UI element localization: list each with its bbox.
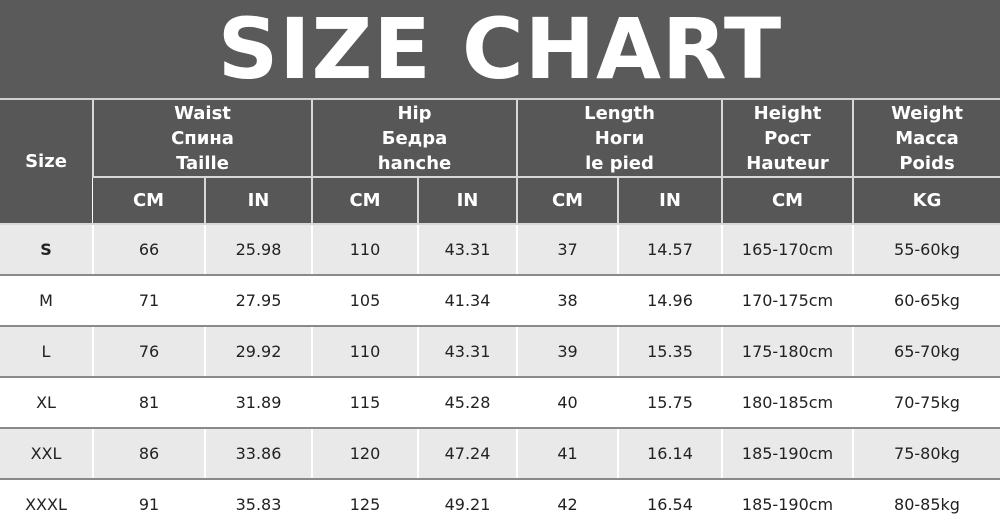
table-row: L 76 29.92 110 43.31 39 15.35 175-180cm 65-70kg — [0, 326, 1000, 378]
value-cell: 43.31 — [417, 326, 517, 378]
value-cell: 42 — [516, 479, 618, 529]
header-group-line: Рост — [764, 127, 811, 149]
value-cell: 165-170cm — [721, 224, 854, 276]
value-cell: 105 — [311, 275, 418, 327]
value-cell: 115 — [311, 377, 418, 429]
value-cell: 86 — [92, 428, 205, 480]
value-cell: 31.89 — [204, 377, 312, 429]
value-cell: 40 — [516, 377, 618, 429]
header-unit: KG — [852, 177, 1000, 225]
value-cell: 55-60kg — [852, 224, 1000, 276]
value-cell: 47.24 — [417, 428, 517, 480]
header-group-line: le pied — [585, 152, 654, 174]
value-cell: 39 — [516, 326, 618, 378]
header-group-line: Hauteur — [746, 152, 829, 174]
value-cell: 81 — [92, 377, 205, 429]
value-cell: 170-175cm — [721, 275, 854, 327]
value-cell: 185-190cm — [721, 428, 854, 480]
header-unit: CM — [516, 177, 618, 225]
value-cell: 35.83 — [204, 479, 312, 529]
header-row-groups: Size Waist Спина Taille Hip Бедра hanche Length… — [0, 100, 1000, 225]
value-cell: 16.54 — [616, 479, 723, 529]
value-cell: 125 — [311, 479, 418, 529]
header-unit: IN — [417, 177, 517, 225]
header-group-line: Бедра — [381, 127, 448, 149]
size-cell: L — [0, 326, 93, 378]
header-group-line: Waist — [174, 102, 231, 124]
header-group-line: Спина — [171, 127, 234, 149]
header-group-line: Ноги — [594, 127, 645, 149]
value-cell: 120 — [311, 428, 418, 480]
value-cell: 180-185cm — [721, 377, 854, 429]
value-cell: 14.57 — [616, 224, 723, 276]
header-group-line: Height — [753, 102, 822, 124]
size-cell: XL — [0, 377, 93, 429]
value-cell: 66 — [92, 224, 205, 276]
value-cell: 25.98 — [204, 224, 312, 276]
value-cell: 27.95 — [204, 275, 312, 327]
table-header: Size Waist Спина Taille Hip Бедра hanche Length… — [0, 100, 1000, 225]
value-cell: 91 — [92, 479, 205, 529]
header-row-units: CM IN CM IN CM IN CM KG — [0, 177, 1000, 225]
value-cell: 41.34 — [417, 275, 517, 327]
value-cell: 41 — [516, 428, 618, 480]
header-size: Size — [0, 100, 93, 225]
value-cell: 65-70kg — [852, 326, 1000, 378]
size-cell: S — [0, 224, 93, 276]
value-cell: 49.21 — [417, 479, 517, 529]
value-cell: 60-65kg — [852, 275, 1000, 327]
table-row: XXL 86 33.86 120 47.24 41 16.14 185-190cm 75-80k… — [0, 428, 1000, 480]
table-row: XXXL 91 35.83 125 49.21 42 16.54 185-190cm 80-85… — [0, 479, 1000, 529]
value-cell: 70-75kg — [852, 377, 1000, 429]
value-cell: 37 — [516, 224, 618, 276]
header-unit: CM — [311, 177, 418, 225]
size-table: Size Waist Спина Taille Hip Бедра hanche Length… — [0, 100, 1000, 529]
size-cell: XXL — [0, 428, 93, 480]
value-cell: 80-85kg — [852, 479, 1000, 529]
header-group-line: Масса — [895, 127, 959, 149]
header-group-line: Taille — [176, 152, 229, 174]
value-cell: 71 — [92, 275, 205, 327]
value-cell: 33.86 — [204, 428, 312, 480]
value-cell: 76 — [92, 326, 205, 378]
value-cell: 43.31 — [417, 224, 517, 276]
header-group: Weight Масса Poids — [852, 100, 1000, 178]
header-group: Hip Бедра hanche — [311, 100, 517, 178]
header-unit: CM — [93, 177, 205, 225]
header-unit: CM — [721, 177, 854, 225]
header-unit: IN — [204, 177, 312, 225]
value-cell: 110 — [311, 224, 418, 276]
header-group: Height Рост Hauteur — [721, 100, 854, 178]
value-cell: 185-190cm — [721, 479, 854, 529]
value-cell: 110 — [311, 326, 418, 378]
header-group-line: Poids — [899, 152, 955, 174]
value-cell: 38 — [516, 275, 618, 327]
table-row: XL 81 31.89 115 45.28 40 15.75 180-185cm 70-75kg — [0, 377, 1000, 429]
table-row: S 66 25.98 110 43.31 37 14.57 165-170cm 55-60kg — [0, 224, 1000, 276]
value-cell: 45.28 — [417, 377, 517, 429]
value-cell: 15.75 — [616, 377, 723, 429]
value-cell: 14.96 — [616, 275, 723, 327]
size-cell: XXXL — [0, 479, 93, 529]
header-group: Length Ноги le pied — [515, 100, 723, 178]
header-group-line: Hip — [397, 102, 432, 124]
header-group-line: Length — [584, 102, 655, 124]
value-cell: 75-80kg — [852, 428, 1000, 480]
header-unit: IN — [616, 177, 723, 225]
header-group-line: hanche — [377, 152, 452, 174]
table-row: M 71 27.95 105 41.34 38 14.96 170-175cm 60-65kg — [0, 275, 1000, 327]
value-cell: 175-180cm — [721, 326, 854, 378]
header-group: Waist Спина Taille — [92, 100, 312, 178]
header-group-line: Weight — [891, 102, 963, 124]
value-cell: 29.92 — [204, 326, 312, 378]
table-body: S 66 25.98 110 43.31 37 14.57 165-170cm 55-60kg M… — [0, 224, 1000, 529]
size-chart-title: SIZE CHART — [0, 0, 1000, 100]
size-cell: M — [0, 275, 93, 327]
value-cell: 15.35 — [616, 326, 723, 378]
value-cell: 16.14 — [616, 428, 723, 480]
